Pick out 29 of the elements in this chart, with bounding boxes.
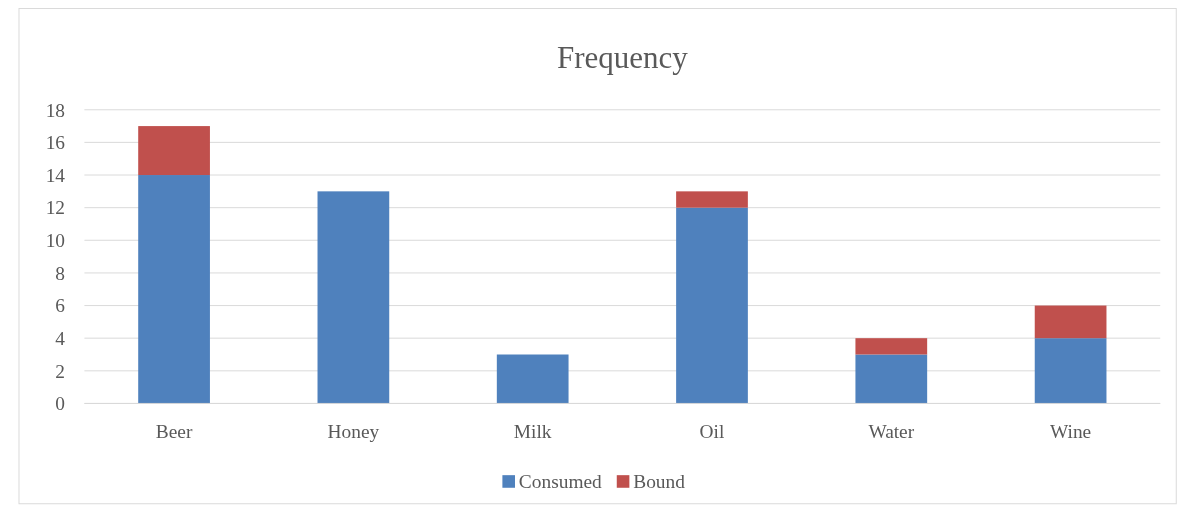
y-tick-label: 12 xyxy=(45,197,66,219)
x-tick-label: Wine xyxy=(1050,421,1092,443)
x-tick-label: Beer xyxy=(155,421,193,443)
bar xyxy=(855,338,928,355)
x-tick-label: Water xyxy=(868,421,915,443)
bar xyxy=(855,354,928,404)
x-tick-label: Honey xyxy=(327,421,380,443)
y-tick-label: 6 xyxy=(55,295,66,317)
y-tick-label: 8 xyxy=(55,262,66,284)
y-tick-label: 18 xyxy=(45,99,66,121)
y-tick-label: 2 xyxy=(55,360,66,382)
y-tick-label: 16 xyxy=(45,132,66,154)
bar xyxy=(676,207,748,404)
bar xyxy=(138,126,210,176)
bar xyxy=(138,175,210,404)
y-tick-label: 14 xyxy=(45,164,66,186)
bar xyxy=(1034,305,1107,339)
bar xyxy=(496,354,569,404)
x-tick-label: Milk xyxy=(513,421,552,443)
legend-label: Bound xyxy=(633,470,686,492)
chart-title: Frequency xyxy=(556,40,689,76)
bar xyxy=(1034,338,1107,404)
y-tick-label: 10 xyxy=(45,230,66,252)
bar xyxy=(317,191,390,404)
y-tick-label: 4 xyxy=(55,327,66,349)
bar xyxy=(676,191,748,208)
y-tick-label: 0 xyxy=(55,393,66,415)
legend-label: Consumed xyxy=(518,470,603,492)
x-tick-label: Oil xyxy=(699,421,725,443)
